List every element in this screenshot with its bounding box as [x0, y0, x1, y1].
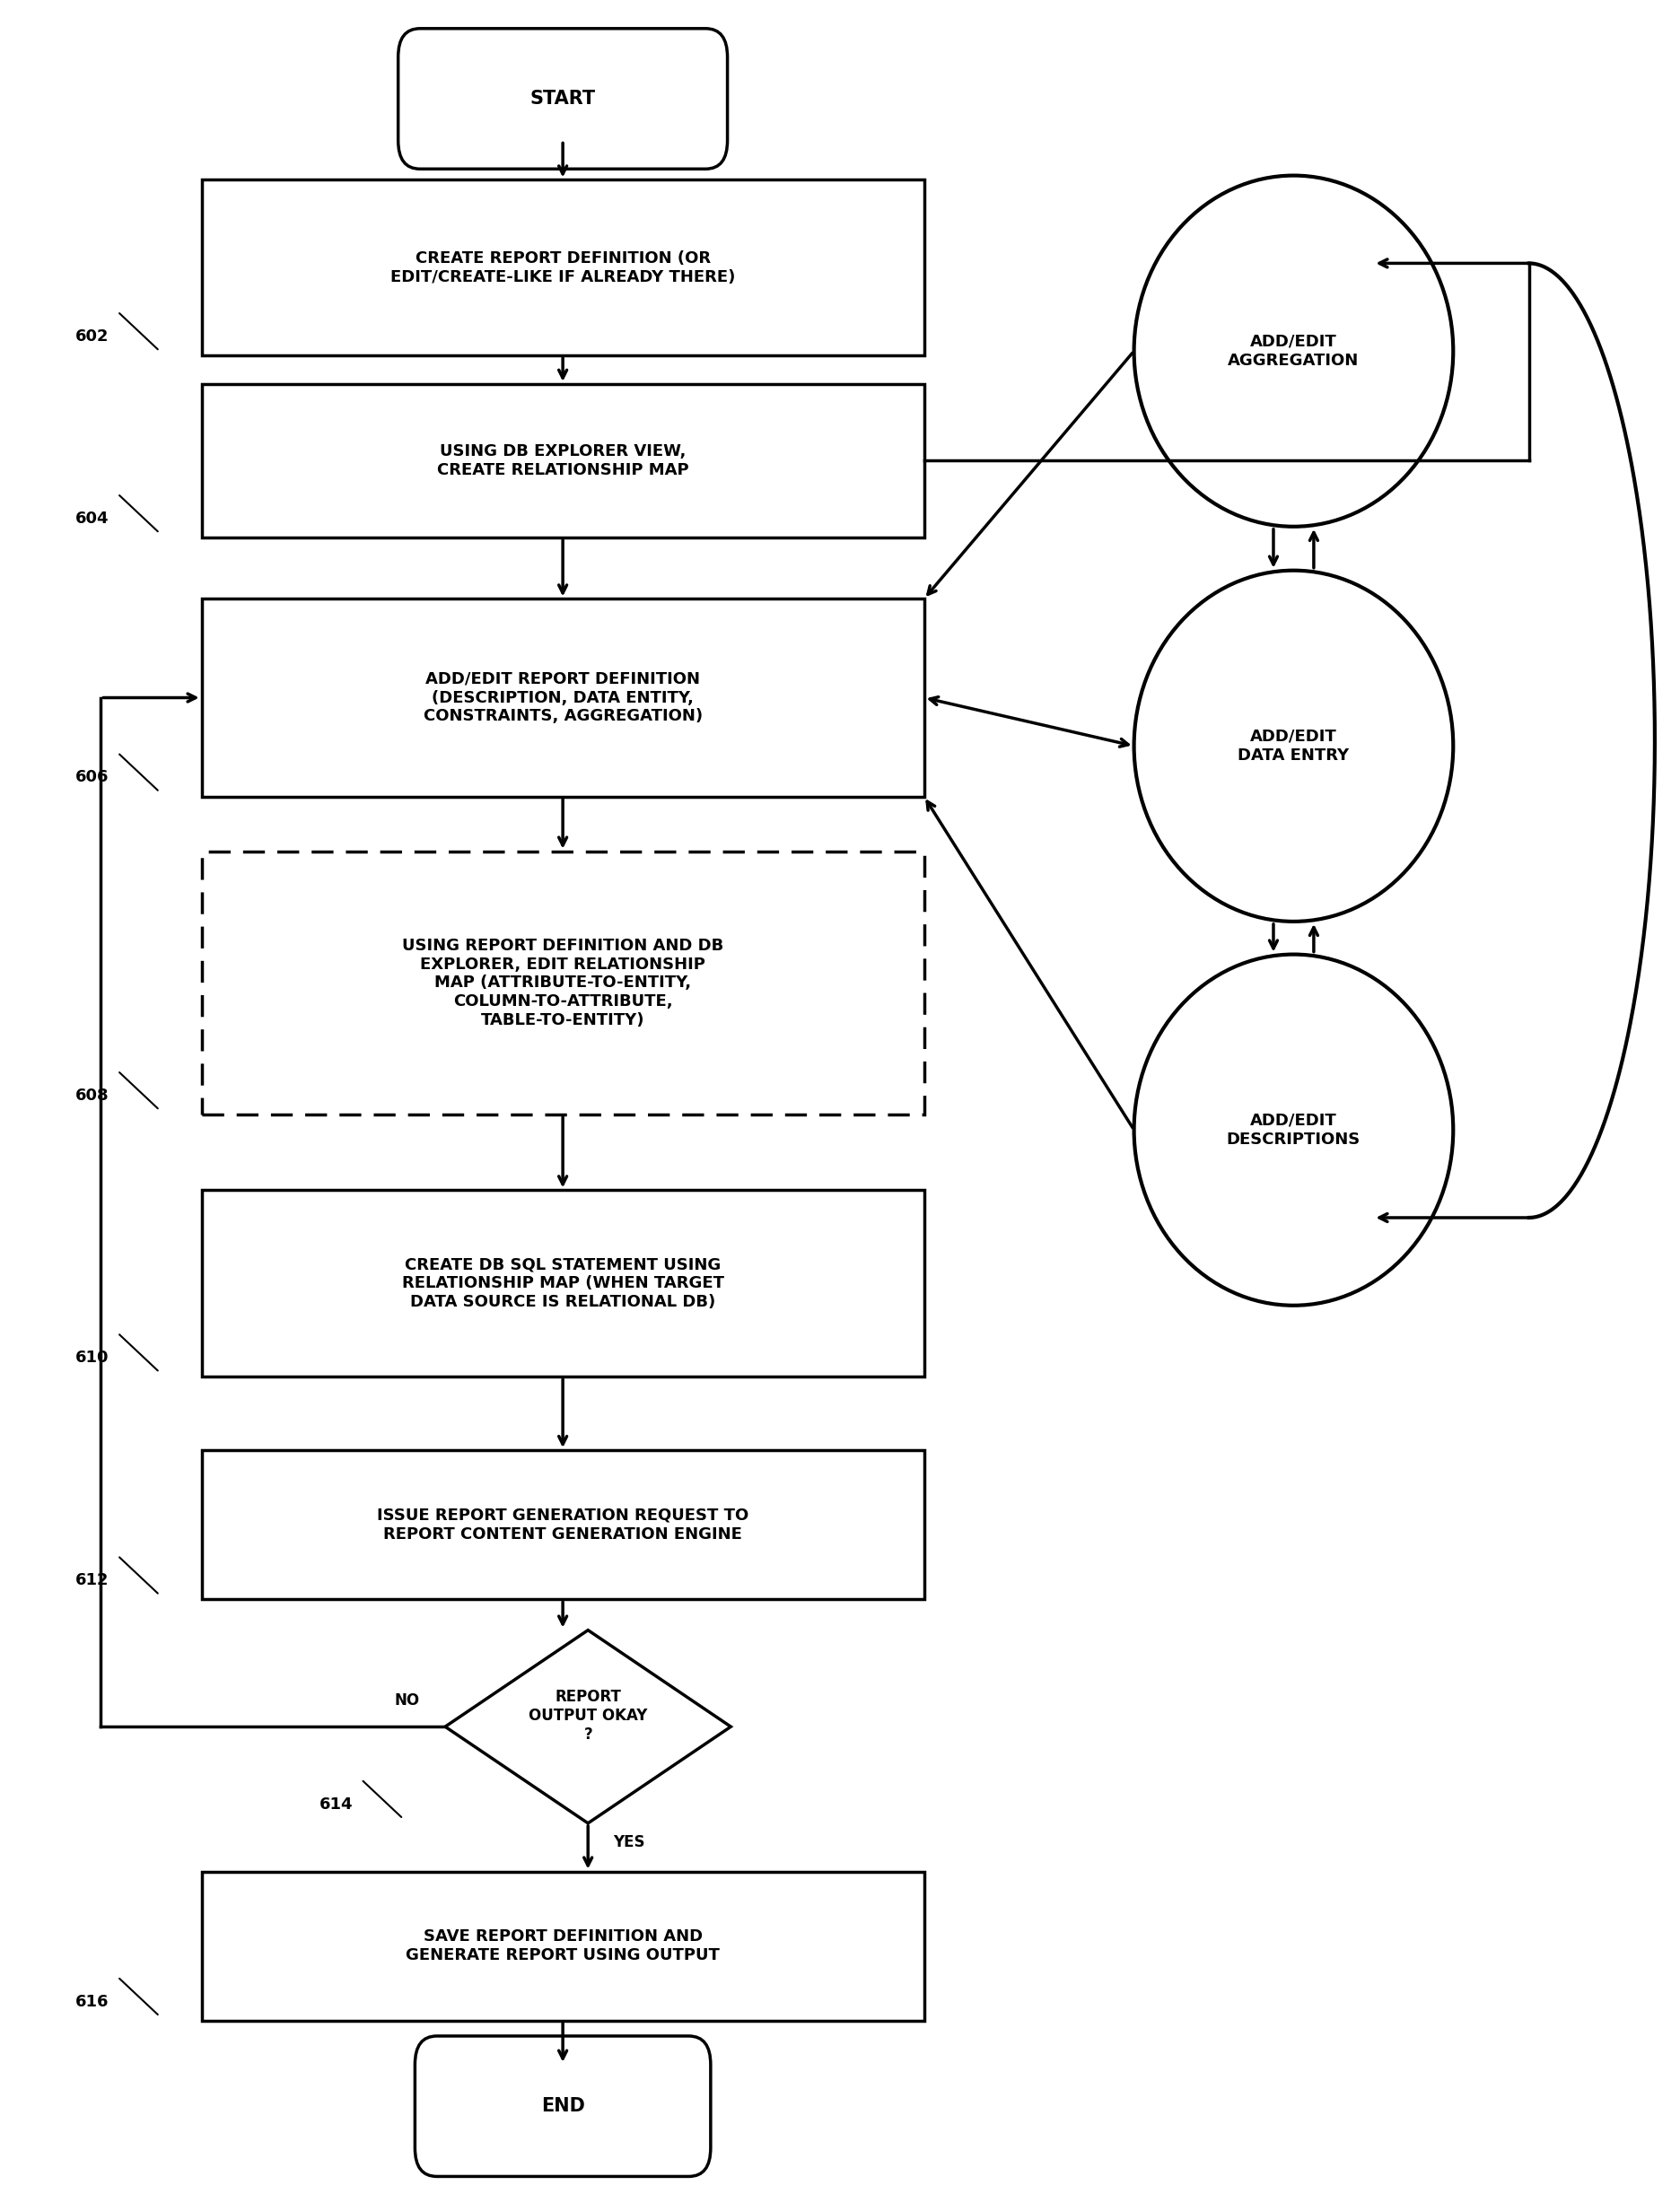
FancyArrowPatch shape	[102, 693, 195, 702]
FancyArrowPatch shape	[1379, 1213, 1527, 1222]
Bar	[202, 1871, 924, 2021]
FancyArrowPatch shape	[927, 353, 1132, 595]
Text: ADD/EDIT
DESCRIPTIONS: ADD/EDIT DESCRIPTIONS	[1226, 1112, 1361, 1147]
Bar	[202, 180, 924, 355]
Bar	[202, 1189, 924, 1378]
Text: NO: NO	[395, 1692, 420, 1709]
FancyArrowPatch shape	[1270, 924, 1277, 948]
FancyArrowPatch shape	[1270, 529, 1277, 564]
Text: ADD/EDIT REPORT DEFINITION
(DESCRIPTION, DATA ENTITY,
CONSTRAINTS, AGGREGATION): ADD/EDIT REPORT DEFINITION (DESCRIPTION,…	[423, 671, 702, 724]
FancyBboxPatch shape	[398, 29, 727, 169]
Ellipse shape	[1134, 570, 1453, 921]
Text: 608: 608	[76, 1088, 109, 1104]
Bar	[202, 599, 924, 796]
Text: 606: 606	[76, 770, 109, 785]
Text: 610: 610	[76, 1349, 109, 1365]
Ellipse shape	[1134, 954, 1453, 1305]
Text: ISSUE REPORT GENERATION REQUEST TO
REPORT CONTENT GENERATION ENGINE: ISSUE REPORT GENERATION REQUEST TO REPOR…	[376, 1507, 749, 1542]
FancyArrowPatch shape	[1310, 533, 1317, 568]
Text: USING REPORT DEFINITION AND DB
EXPLORER, EDIT RELATIONSHIP
MAP (ATTRIBUTE-TO-ENT: USING REPORT DEFINITION AND DB EXPLORER,…	[402, 937, 724, 1029]
Text: CREATE DB SQL STATEMENT USING
RELATIONSHIP MAP (WHEN TARGET
DATA SOURCE IS RELAT: CREATE DB SQL STATEMENT USING RELATIONSH…	[402, 1257, 724, 1310]
Text: USING DB EXPLORER VIEW,
CREATE RELATIONSHIP MAP: USING DB EXPLORER VIEW, CREATE RELATIONS…	[437, 443, 689, 478]
FancyArrowPatch shape	[559, 540, 566, 592]
FancyArrowPatch shape	[929, 698, 1129, 746]
Text: YES: YES	[613, 1834, 645, 1850]
FancyArrowPatch shape	[585, 1825, 591, 1865]
Text: REPORT
OUTPUT OKAY
?: REPORT OUTPUT OKAY ?	[529, 1689, 647, 1742]
Bar	[202, 384, 924, 538]
Ellipse shape	[1134, 176, 1453, 527]
Text: 612: 612	[76, 1573, 109, 1588]
FancyArrowPatch shape	[559, 799, 566, 845]
FancyArrowPatch shape	[1310, 928, 1317, 952]
FancyArrowPatch shape	[559, 358, 566, 377]
Text: START: START	[529, 90, 596, 108]
Bar	[202, 1450, 924, 1599]
Text: ADD/EDIT
DATA ENTRY: ADD/EDIT DATA ENTRY	[1238, 728, 1349, 764]
Text: CREATE REPORT DEFINITION (OR
EDIT/CREATE-LIKE IF ALREADY THERE): CREATE REPORT DEFINITION (OR EDIT/CREATE…	[390, 250, 736, 285]
Polygon shape	[445, 1630, 731, 1823]
FancyArrowPatch shape	[927, 801, 1132, 1128]
Bar	[202, 851, 924, 1115]
Text: ADD/EDIT
AGGREGATION: ADD/EDIT AGGREGATION	[1228, 333, 1359, 369]
FancyArrowPatch shape	[559, 143, 566, 173]
Text: 614: 614	[319, 1797, 353, 1812]
FancyArrowPatch shape	[559, 1380, 566, 1444]
FancyArrowPatch shape	[559, 1117, 566, 1185]
FancyBboxPatch shape	[415, 2036, 711, 2176]
FancyArrowPatch shape	[1379, 259, 1527, 268]
FancyArrowPatch shape	[559, 2023, 566, 2058]
FancyArrowPatch shape	[559, 1602, 566, 1624]
Text: SAVE REPORT DEFINITION AND
GENERATE REPORT USING OUTPUT: SAVE REPORT DEFINITION AND GENERATE REPO…	[407, 1929, 719, 1964]
Text: 616: 616	[76, 1994, 109, 2010]
Text: 604: 604	[76, 511, 109, 527]
Text: 602: 602	[76, 329, 109, 344]
Text: END: END	[541, 2097, 585, 2115]
